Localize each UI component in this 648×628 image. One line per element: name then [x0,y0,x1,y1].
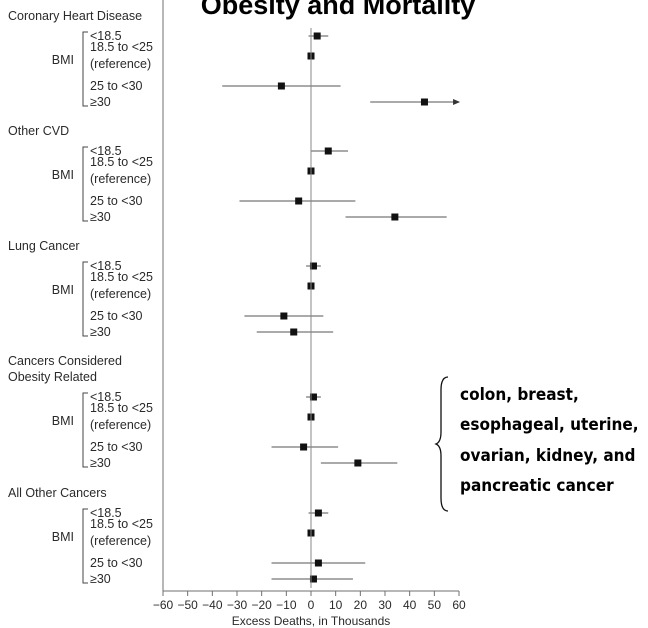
row-label: 25 to <30 [90,309,143,323]
x-tick-label: 60 [452,598,466,612]
group-title-line2: Obesity Related [8,370,97,384]
x-tick-label: 40 [403,598,417,612]
x-tick-label: −60 [153,598,174,612]
point-estimate [290,328,298,336]
bmi-label: BMI [52,53,74,67]
bmi-bracket [82,392,88,468]
row-label: ≥30 [90,210,111,224]
x-tick-label: 10 [329,598,343,612]
group-title: Coronary Heart Disease [8,9,142,23]
point-estimate [324,147,332,155]
row-label: 18.5 to <25 [90,517,153,531]
annotation-line: colon, breast, [460,385,579,405]
point-estimate [420,98,428,106]
annotation-line: ovarian, kidney, and [460,446,635,466]
row-label: 18.5 to <25 [90,155,153,169]
row-label: 18.5 to <25 [90,401,153,415]
row-label: <18.5 [90,29,122,43]
group-1: Other CVD BMI <18.518.5 to <25 (reference) 2… [8,124,447,224]
row-label-reference: (reference) [90,57,151,71]
annotation: colon, breast, esophageal, uterine, ovaria… [434,376,639,512]
point-estimate [295,197,303,205]
x-tick-label: −40 [202,598,223,612]
x-tick-label: 50 [428,598,442,612]
row-label: ≥30 [90,456,111,470]
bmi-bracket [82,508,88,584]
group-title: Lung Cancer [8,239,80,253]
group-title: Other CVD [8,124,69,138]
page-title: Obesity and Mortality [201,0,476,20]
group-3: Cancers Considered Obesity Related BMI <18.… [8,354,398,470]
point-estimate [309,393,317,401]
point-estimate [313,32,321,40]
bmi-label: BMI [52,168,74,182]
bmi-label: BMI [52,283,74,297]
x-tick-label: 0 [308,598,315,612]
x-tick-label: −10 [276,598,297,612]
row-label: ≥30 [90,325,111,339]
bmi-bracket [82,146,88,222]
bmi-label: BMI [52,530,74,544]
point-estimate [354,459,362,467]
point-estimate [277,82,285,90]
group-2: Lung Cancer BMI <18.518.5 to <25 (reference… [8,239,334,339]
group-0: Coronary Heart Disease BMI <18.518.5 to <2… [8,9,461,109]
x-tick-label: −20 [251,598,272,612]
row-label: 18.5 to <25 [90,40,153,54]
point-estimate [280,312,288,320]
group-4: All Other Cancers BMI <18.518.5 to <25 (ref… [8,486,366,586]
point-estimate [300,443,308,451]
bmi-bracket [82,31,88,107]
point-estimate [391,213,399,221]
bmi-label: BMI [52,414,74,428]
point-estimate [314,509,322,517]
x-tick-label: 30 [378,598,392,612]
row-label: <18.5 [90,506,122,520]
point-estimate [314,559,322,567]
annotation-line: esophageal, uterine, [460,415,639,435]
x-tick-label: −50 [177,598,198,612]
x-tick-label: 20 [354,598,368,612]
row-label: 18.5 to <25 [90,270,153,284]
row-label: 25 to <30 [90,440,143,454]
group-title: All Other Cancers [8,486,107,500]
row-label-reference: (reference) [90,172,151,186]
row-label: 25 to <30 [90,79,143,93]
x-axis-label: Excess Deaths, in Thousands [232,614,391,628]
row-label: ≥30 [90,572,111,586]
group-title: Cancers Considered [8,354,122,368]
point-estimate [309,575,317,583]
x-axis: −60 −50 −40 −30 −20 −10 0 10 20 30 40 50 60 Excess De… [153,0,466,628]
row-label: <18.5 [90,259,122,273]
annotation-line: pancreatic cancer [460,476,614,496]
bmi-bracket [82,261,88,337]
row-label-reference: (reference) [90,418,151,432]
point-estimate [309,262,317,270]
ci-arrow [453,99,461,105]
row-label-reference: (reference) [90,287,151,301]
row-label: ≥30 [90,95,111,109]
row-label: <18.5 [90,144,122,158]
curly-brace [434,376,449,512]
row-label: <18.5 [90,390,122,404]
row-label: 25 to <30 [90,194,143,208]
row-label: 25 to <30 [90,556,143,570]
x-tick-label: −30 [227,598,248,612]
row-label-reference: (reference) [90,534,151,548]
